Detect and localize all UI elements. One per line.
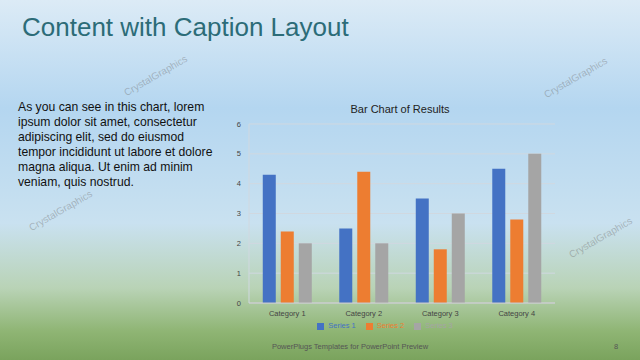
svg-text:3: 3 <box>237 209 241 218</box>
html-text:CrystalGraphics: CrystalGraphics <box>27 188 95 233</box>
svg-text:5: 5 <box>237 149 241 158</box>
html-text:Bar Chart of Results: Bar Chart of Results <box>350 103 450 115</box>
svg-text:Category 1: Category 1 <box>269 309 306 318</box>
html-text:CrystalGraphics: CrystalGraphics <box>122 53 190 98</box>
svg-text:Category 3: Category 3 <box>422 309 459 318</box>
svg-text:Category 4: Category 4 <box>498 309 535 318</box>
svg-text:2: 2 <box>237 239 241 248</box>
svg-text:Category 2: Category 2 <box>345 309 382 318</box>
html-text:Series 3: Series 3 <box>425 321 453 330</box>
svg-text:0: 0 <box>237 299 241 308</box>
svg-text:6: 6 <box>237 120 241 129</box>
html-text:CrystalGraphics: CrystalGraphics <box>567 215 635 260</box>
html-text:Series 2: Series 2 <box>376 321 405 330</box>
html-text:Series 1: Series 1 <box>328 321 356 330</box>
html-text:Content with Caption Layout: Content with Caption Layout <box>22 12 349 42</box>
html-text:8: 8 <box>614 342 619 351</box>
svg-text:1: 1 <box>237 269 241 278</box>
html-text:As you can see in this chart,: As you can see in this chart, lorem ipsu… <box>18 100 213 189</box>
html-text:CrystalGraphics: CrystalGraphics <box>542 55 610 100</box>
svg-text:4: 4 <box>237 179 241 188</box>
html-text:PowerPlugs Templates for Power: PowerPlugs Templates for PowerPoint Prev… <box>271 342 429 351</box>
